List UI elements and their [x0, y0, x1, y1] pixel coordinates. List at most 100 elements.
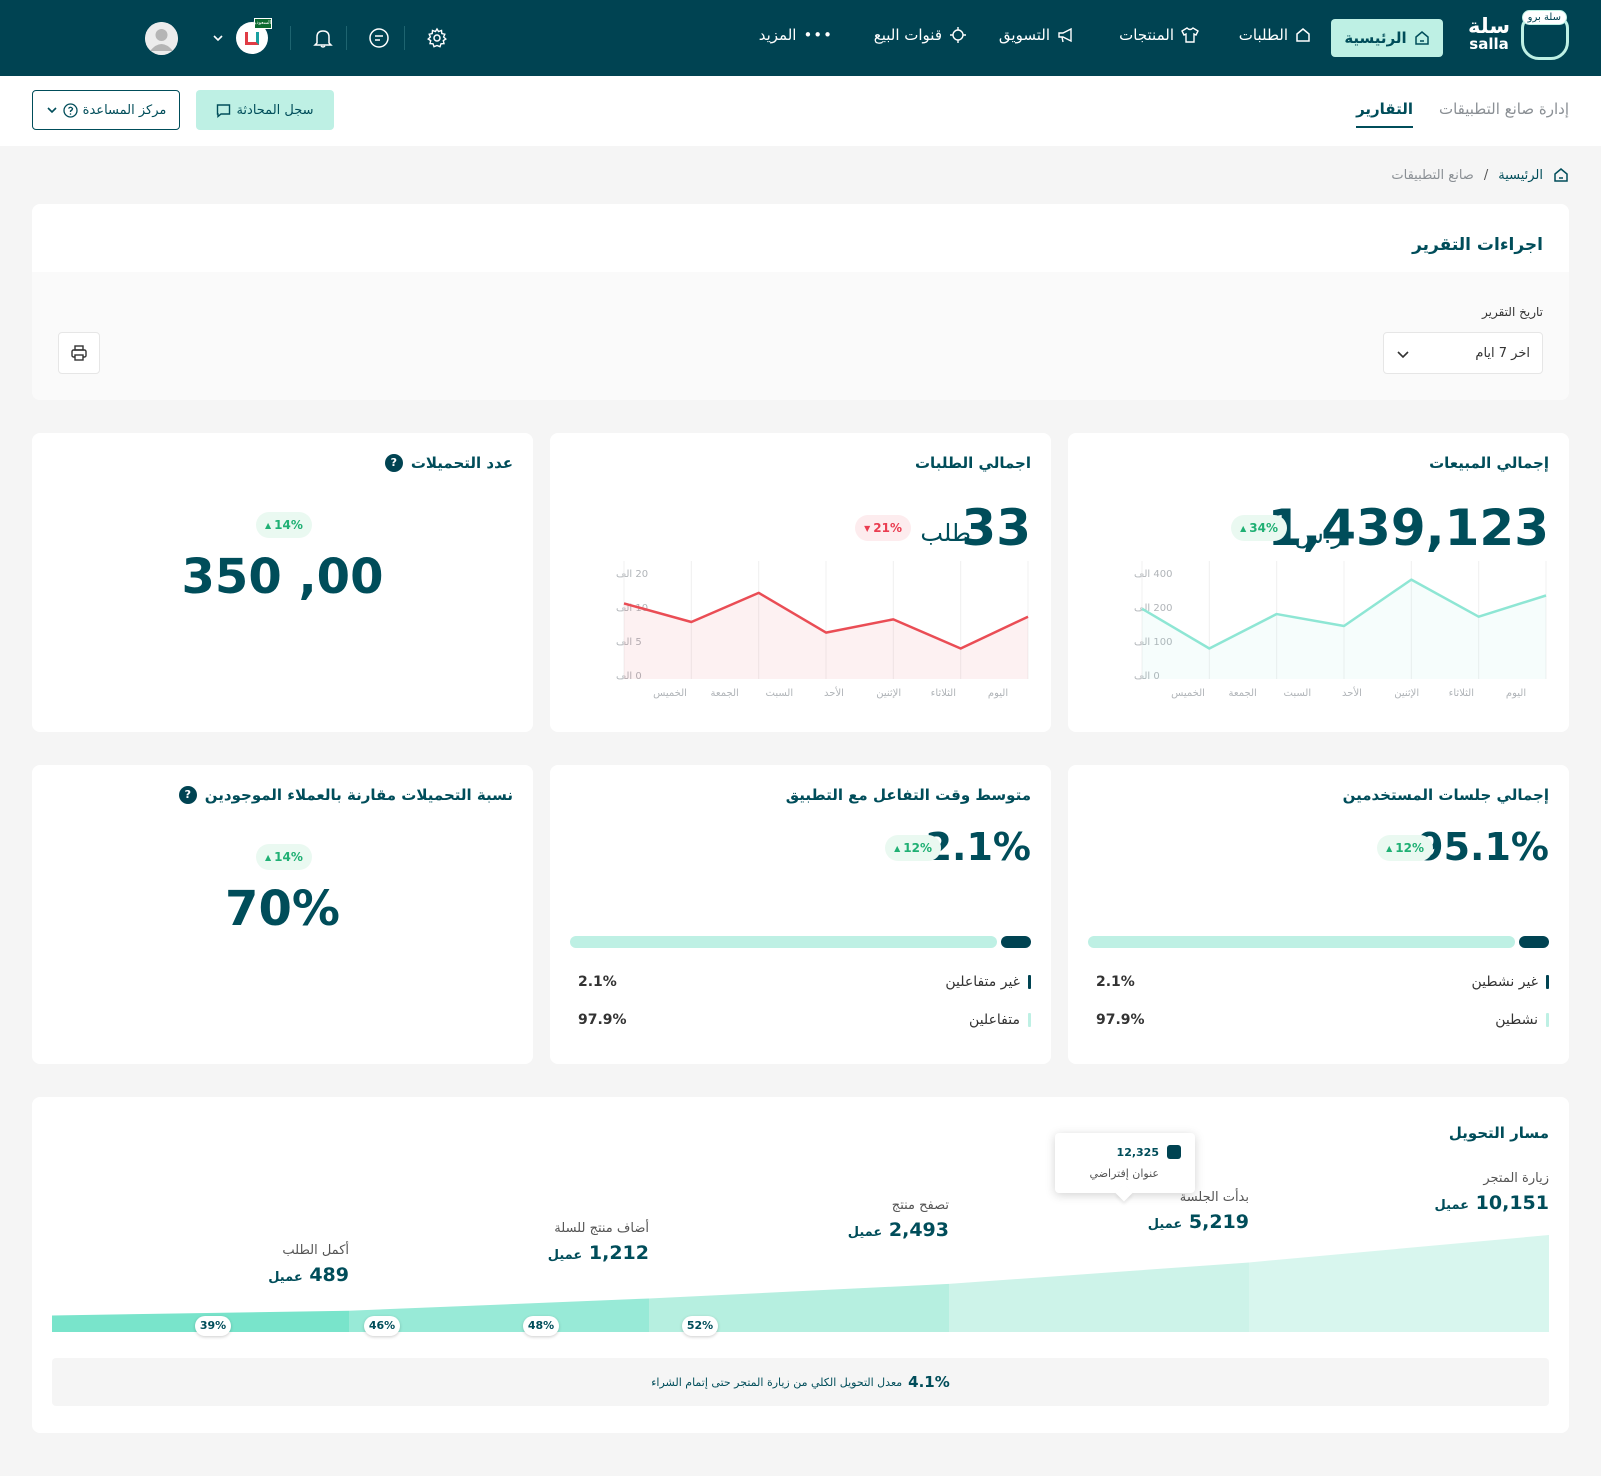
nav-orders[interactable]: الطلبات [1239, 26, 1311, 44]
x-tick-label: الخميس [1171, 688, 1205, 699]
sales-value: 1,439,123 [1267, 499, 1549, 557]
step-rate-badge: 46% [364, 1316, 400, 1336]
stage-value: 2,493 [888, 1219, 949, 1241]
settings-button[interactable] [422, 23, 452, 53]
print-button[interactable] [58, 332, 100, 374]
breadcrumb: الرئيسية / صانع التطبيقات [1391, 167, 1569, 183]
engaged-segment [570, 936, 997, 948]
help-center-button[interactable]: مركز المساعدة [32, 90, 180, 130]
store-dropdown-toggle[interactable] [203, 23, 233, 53]
nav-more-label: المزيد [758, 26, 797, 44]
store-logo-icon [245, 32, 259, 45]
x-tick-label: الأحد [1342, 686, 1362, 699]
breadcrumb-separator: / [1483, 167, 1489, 183]
question-icon[interactable]: ? [384, 454, 403, 472]
store-switcher[interactable]: السعودية [236, 18, 272, 54]
x-tick-label: اليوم [1506, 688, 1526, 699]
engagement-card: متوسط وقت التفاعل مع التطبيق 2.1% ▲ 12% 2… [550, 765, 1051, 1064]
divider [290, 26, 291, 50]
legend-marker [1028, 1013, 1031, 1027]
stage-unit: عميل [268, 1270, 303, 1285]
caret-up-icon: ▲ [265, 520, 272, 530]
not-engaged-label: غير متفاعلين [945, 974, 1020, 990]
download-ratio-title-row: نسبة التحميلات مقارنة بالعملاء الموجودين… [178, 786, 513, 804]
sessions-progress-bar [1088, 936, 1549, 948]
tab-app-builder-management[interactable]: إدارة صانع التطبيقات [1438, 100, 1569, 118]
question-icon[interactable]: ? [178, 786, 197, 804]
stage-unit: عميل [1434, 1198, 1470, 1213]
house-icon [1296, 28, 1310, 42]
orders-unit: طلب [920, 519, 971, 547]
nav-products-label: المنتجات [1119, 26, 1174, 44]
caret-down-icon: ▼ [864, 523, 871, 533]
funnel-stage-product-view: تصفح منتج 2,493 عميل [848, 1198, 949, 1241]
stage-unit: عميل [1147, 1217, 1183, 1232]
brand-name: سلة [1468, 14, 1510, 38]
nav-orders-label: الطلبات [1238, 26, 1288, 44]
sessions-legend-inactive: 2.1% غير نشطين [1096, 974, 1549, 994]
series-line [623, 591, 1029, 650]
nav-home-button[interactable]: الرئيسية [1331, 19, 1443, 57]
pro-badge: سلة برو [1521, 10, 1567, 25]
stage-value: 1,212 [588, 1242, 649, 1264]
nav-more[interactable]: ••• المزيد [759, 26, 833, 44]
engagement-change: 12% [903, 841, 932, 855]
breadcrumb-home[interactable]: الرئيسية [1498, 167, 1543, 183]
funnel-title: مسار التحويل [1448, 1124, 1549, 1142]
legend-marker [1028, 975, 1031, 989]
report-date-select[interactable]: اخر 7 ايام [1383, 332, 1543, 374]
funnel-segment [949, 1262, 1249, 1332]
x-tick-label: الثلاثاء [1449, 688, 1474, 699]
nav-marketing-label: التسويق [998, 26, 1050, 44]
downloads-card: عدد التحميلات ? ▲ 14% 350 ,00 [32, 433, 533, 732]
x-tick-label: السبت [766, 688, 794, 699]
stage-value: 5,219 [1188, 1211, 1249, 1233]
orders-value: 33 [961, 499, 1031, 557]
engagement-title: متوسط وقت التفاعل مع التطبيق [785, 786, 1031, 804]
stage-label: أضاف منتج للسلة [554, 1221, 649, 1236]
y-tick-label: 5 الف [616, 637, 642, 648]
sales-change-badge: ▲ 34% [1231, 515, 1287, 541]
inactive-segment [1519, 936, 1549, 948]
dots-icon: ••• [803, 26, 833, 44]
nav-products[interactable]: المنتجات [1119, 26, 1199, 44]
nav-marketing[interactable]: التسويق [999, 26, 1075, 44]
nav-sales-channels[interactable]: قنوات البيع [874, 26, 967, 44]
chat-button[interactable] [364, 23, 394, 53]
report-date-label: تاريخ التقرير [1482, 305, 1543, 319]
legend-marker [1546, 975, 1549, 989]
user-icon [145, 22, 178, 55]
salla-logo[interactable]: سلة salla سلة برو [1468, 10, 1569, 66]
chat-log-button[interactable]: سجل المحادثة [196, 90, 334, 130]
engagement-progress-bar [570, 936, 1031, 948]
engagement-value: 2.1% [925, 825, 1031, 869]
y-tick-label: 0 الف [1134, 671, 1160, 682]
notifications-button[interactable] [308, 23, 338, 53]
home-icon [1414, 31, 1429, 45]
chevron-down-icon [213, 35, 223, 42]
overall-rate: 4.1% [908, 1373, 950, 1391]
engagement-change-badge: ▲ 12% [885, 835, 941, 861]
report-date-value: اخر 7 ايام [1475, 346, 1530, 361]
funnel-stage-session-start: بدأت الجلسة 5,219 عميل [1148, 1190, 1249, 1233]
legend-marker [1546, 1013, 1549, 1027]
stage-unit: عميل [847, 1225, 883, 1240]
report-actions-panel: اجراءات التقرير تاريخ التقرير اخر 7 ايام [32, 204, 1569, 400]
x-tick-label: الثلاثاء [931, 688, 956, 699]
funnel-stage-order-complete: أكمل الطلب 489 عميل [268, 1243, 349, 1286]
nav-home-label: الرئيسية [1344, 29, 1407, 47]
chat-icon [369, 28, 389, 48]
stage-value: 489 [309, 1264, 349, 1286]
download-ratio-title: نسبة التحميلات مقارنة بالعملاء الموجودين [204, 786, 513, 804]
breadcrumb-current: صانع التطبيقات [1391, 167, 1474, 183]
funnel-chart [52, 1235, 1549, 1332]
step-rate-badge: 48% [523, 1316, 559, 1336]
active-pct: 97.9% [1096, 1012, 1145, 1028]
funnel-segment [349, 1298, 649, 1332]
tab-reports[interactable]: التقارير [1356, 100, 1413, 128]
funnel-tooltip: 12,325 عنوان إفتراضي [1055, 1133, 1195, 1193]
stage-value: 10,151 [1475, 1192, 1549, 1214]
user-avatar[interactable] [145, 22, 178, 55]
sales-change: 34% [1249, 521, 1278, 535]
saudi-flag-icon: السعودية [252, 18, 272, 29]
